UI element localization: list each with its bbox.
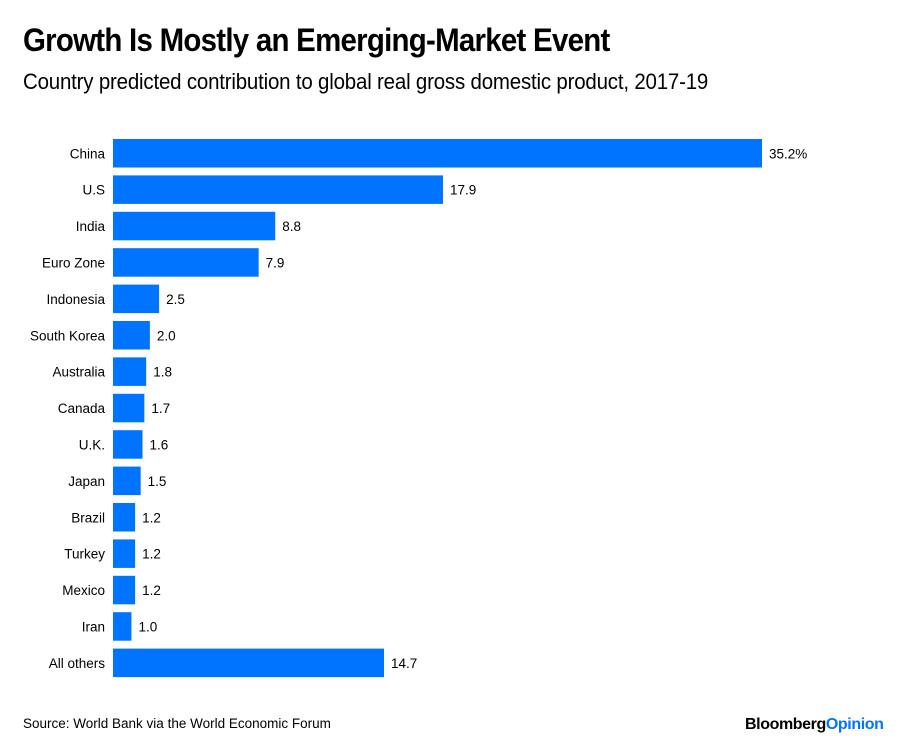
- value-label: 1.5: [148, 474, 167, 489]
- bar: [113, 321, 150, 350]
- value-label: 35.2%: [769, 146, 807, 161]
- category-label: South Korea: [30, 328, 106, 343]
- bar-group: Turkey 1.2: [64, 539, 161, 568]
- category-label: China: [70, 146, 106, 161]
- bar: [113, 539, 136, 568]
- category-label: U.S: [82, 183, 105, 198]
- category-label: Australia: [52, 365, 105, 380]
- value-label: 1.2: [142, 583, 161, 598]
- bar-group: All others 14.7: [49, 648, 417, 678]
- value-label: 2.0: [157, 328, 176, 343]
- value-label: 1.7: [151, 401, 170, 416]
- bar: [113, 357, 147, 386]
- value-label: 1.2: [142, 547, 161, 562]
- bloomberg-opinion-logo: BloombergOpinion: [745, 716, 884, 734]
- category-label: Euro Zone: [42, 255, 105, 270]
- bar-group: U.S 17.9: [82, 175, 476, 204]
- value-label: 1.2: [142, 510, 161, 525]
- bar-group: Japan 1.5: [68, 466, 167, 496]
- bar-group: South Korea 2.0: [30, 321, 176, 350]
- category-label: Japan: [68, 474, 105, 489]
- bar-group: Canada 1.7: [58, 393, 170, 423]
- bar-group: Mexico 1.2: [62, 575, 161, 605]
- bar-group: Iran 1.0: [82, 612, 157, 641]
- category-label: Canada: [58, 401, 106, 416]
- value-label: 14.7: [391, 656, 417, 671]
- category-label: U.K.: [79, 437, 105, 452]
- source-note: Source: World Bank via the World Economi…: [23, 716, 331, 731]
- bar-group: Indonesia 2.5: [46, 284, 185, 314]
- value-label: 1.6: [150, 437, 169, 452]
- bar: [113, 466, 141, 496]
- chart-subtitle: Country predicted contribution to global…: [23, 69, 709, 94]
- category-label: India: [76, 219, 106, 234]
- value-label: 7.9: [266, 255, 285, 270]
- category-label: All others: [49, 656, 106, 671]
- value-label: 17.9: [450, 183, 476, 198]
- bar: [113, 284, 160, 314]
- bar-group: Euro Zone 7.9: [42, 248, 284, 277]
- bar: [113, 211, 276, 241]
- value-label: 1.0: [138, 619, 157, 634]
- value-label: 1.8: [153, 365, 172, 380]
- bar: [113, 393, 145, 423]
- bar: [113, 648, 385, 678]
- category-label: Indonesia: [46, 292, 105, 307]
- value-label: 2.5: [166, 292, 185, 307]
- logo-opinion: Opinion: [825, 716, 884, 733]
- value-label: 8.8: [282, 219, 301, 234]
- bar: [113, 139, 762, 168]
- bar: [113, 575, 136, 605]
- bar: [113, 248, 259, 277]
- bar: [113, 430, 143, 459]
- category-label: Turkey: [64, 547, 105, 562]
- bar-group: U.K. 1.6: [79, 430, 169, 459]
- bar-group: Brazil 1.2: [71, 503, 161, 532]
- bar-group: Australia 1.8: [52, 357, 172, 386]
- category-label: Iran: [82, 619, 105, 634]
- chart-title: Growth Is Mostly an Emerging-Market Even…: [23, 22, 610, 58]
- category-label: Mexico: [62, 583, 105, 598]
- bar: [113, 612, 132, 641]
- logo-bloomberg: Bloomberg: [745, 716, 826, 733]
- bar-group: India 8.8: [76, 211, 301, 241]
- bar-group: China 35.2%: [70, 139, 807, 168]
- bar: [113, 175, 444, 204]
- category-label: Brazil: [71, 510, 105, 525]
- bar: [113, 503, 136, 532]
